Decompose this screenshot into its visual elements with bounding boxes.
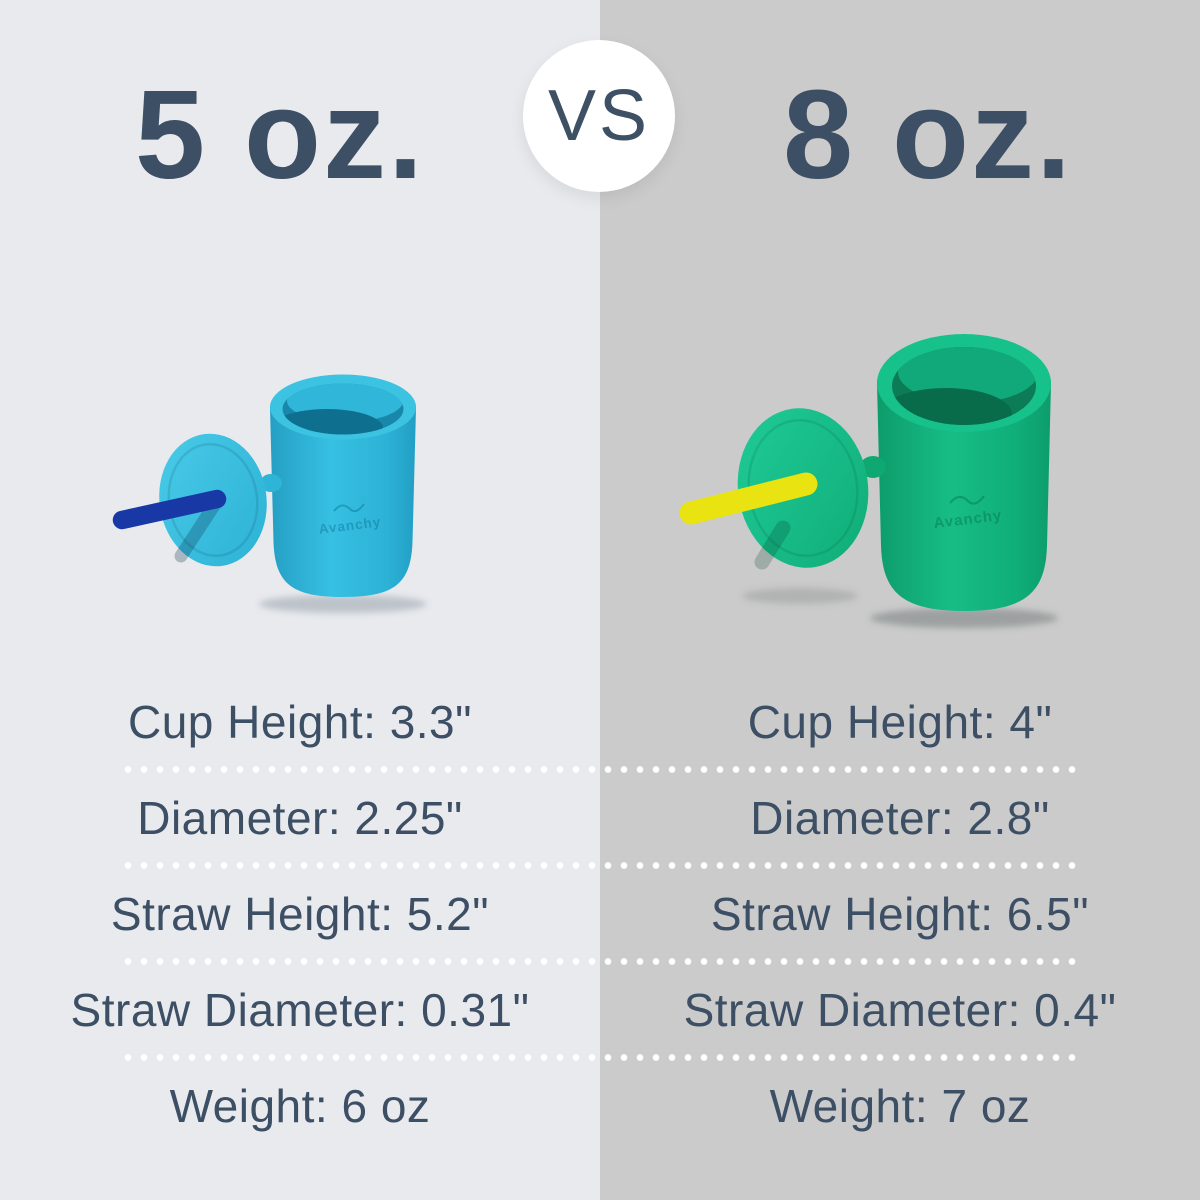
spec-row-diameter-right: Diameter: 2.8"	[750, 792, 1050, 844]
dotted-divider	[120, 766, 1080, 773]
navy-straw	[112, 489, 227, 530]
vs-badge: VS	[523, 40, 675, 192]
green-cup-opening-shading	[892, 347, 1036, 425]
spec-row-diameter-left: Diameter: 2.25"	[137, 792, 463, 844]
blue-cup-opening-shading	[282, 383, 403, 435]
spec-row-cup-height-left: Cup Height: 3.3"	[128, 696, 472, 748]
blue-straw-shadow	[174, 497, 222, 563]
green-straw-sleeve	[860, 456, 886, 478]
spec-row-weight-left: Weight: 6 oz	[169, 1080, 431, 1132]
vs-label: VS	[547, 76, 651, 156]
blue-cup-shadow	[259, 595, 427, 613]
right-panel-background	[600, 0, 1200, 1200]
dotted-divider	[120, 1054, 1080, 1061]
right-size-title: 8 oz.	[782, 64, 1074, 205]
spec-row-straw-diameter-right: Straw Diameter: 0.4"	[683, 984, 1117, 1036]
green-lid-shadow	[742, 588, 858, 604]
dotted-divider	[120, 958, 1080, 965]
spec-row-weight-right: Weight: 7 oz	[769, 1080, 1031, 1132]
blue-cup-product-image: Avanchy	[112, 374, 427, 613]
spec-row-cup-height-right: Cup Height: 4"	[747, 696, 1053, 748]
blue-straw-sleeve	[260, 474, 282, 492]
spec-row-straw-diameter-left: Straw Diameter: 0.31"	[70, 984, 530, 1036]
spec-row-straw-height-left: Straw Height: 5.2"	[110, 888, 490, 940]
green-cup-product-image: Avanchy	[679, 334, 1058, 628]
spec-row-straw-height-right: Straw Height: 6.5"	[710, 888, 1090, 940]
left-size-title: 5 oz.	[134, 64, 426, 205]
yellow-straw-shadow	[754, 520, 791, 570]
green-cup-shadow	[870, 608, 1058, 628]
yellow-straw	[679, 472, 818, 525]
dotted-divider	[120, 862, 1080, 869]
